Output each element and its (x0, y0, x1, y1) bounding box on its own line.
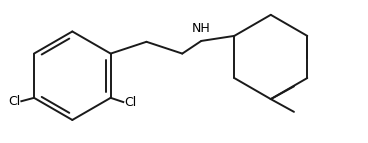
Text: Cl: Cl (124, 96, 137, 109)
Text: Cl: Cl (8, 95, 20, 108)
Text: NH: NH (192, 22, 210, 35)
